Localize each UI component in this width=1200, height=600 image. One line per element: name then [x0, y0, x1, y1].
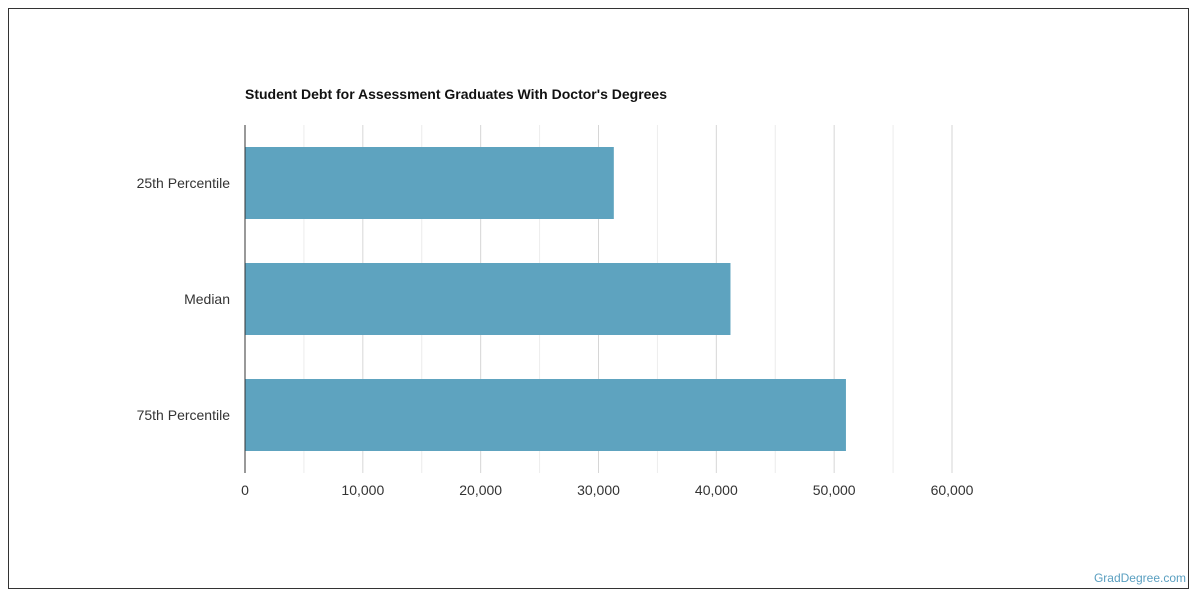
category-label: Median: [184, 291, 230, 307]
bar-median: [245, 263, 731, 335]
bar-25th-percentile: [245, 147, 614, 219]
bar-75th-percentile: [245, 379, 846, 451]
watermark[interactable]: GradDegree.com: [1093, 571, 1186, 585]
chart-frame: [8, 8, 1189, 589]
bars: [245, 147, 846, 451]
category-labels: 25th Percentile Median 75th Percentile: [137, 175, 231, 423]
category-label: 25th Percentile: [137, 175, 231, 191]
x-tick-label: 20,000: [459, 482, 502, 498]
chart-title: Student Debt for Assessment Graduates Wi…: [245, 86, 667, 102]
x-tick-labels: 0 10,000 20,000 30,000 40,000 50,000 60,000: [241, 482, 974, 498]
x-tick-label: 60,000: [931, 482, 974, 498]
x-tick-label: 50,000: [813, 482, 856, 498]
x-tick-label: 40,000: [695, 482, 738, 498]
x-tick-label: 30,000: [577, 482, 620, 498]
x-tick-label: 0: [241, 482, 249, 498]
category-label: 75th Percentile: [137, 407, 231, 423]
x-tick-label: 10,000: [341, 482, 384, 498]
